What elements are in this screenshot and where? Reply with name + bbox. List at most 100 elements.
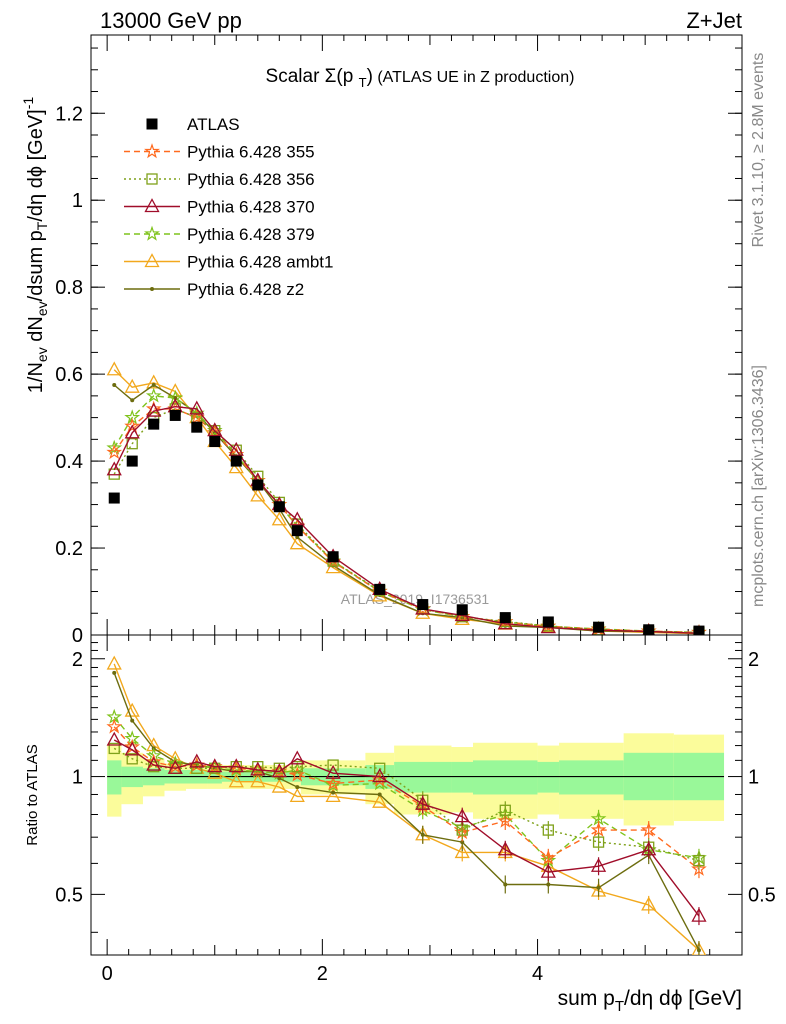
ratio-series-pythia-6-428-370 bbox=[106, 731, 707, 926]
x-tick-label: 4 bbox=[532, 963, 543, 985]
legend-label: Pythia 6.428 z2 bbox=[187, 280, 304, 299]
ratio-point bbox=[641, 841, 657, 856]
ratio-point bbox=[691, 941, 707, 955]
rivet-side-text: Rivet 3.1.10, ≥ 2.8M events bbox=[750, 53, 767, 248]
legend-label: Pythia 6.428 ambt1 bbox=[187, 253, 333, 272]
x-tick-label: 0 bbox=[102, 963, 113, 985]
data-point bbox=[228, 441, 244, 456]
data-point bbox=[106, 439, 123, 455]
ratio-point bbox=[277, 776, 282, 781]
data-point bbox=[124, 424, 140, 439]
mcplots-side-text: mcplots.cern.ch [arXiv:1306.3436] bbox=[750, 365, 767, 607]
data-point bbox=[456, 604, 468, 616]
ratio-point bbox=[207, 758, 223, 773]
data-point bbox=[124, 378, 140, 393]
data-point bbox=[191, 421, 203, 433]
ratio-series bbox=[106, 655, 707, 955]
data-point bbox=[542, 616, 554, 628]
y-axis-label: 1/Nev dNev/dsum pT/dη dϕ [GeV]-1 bbox=[20, 97, 50, 394]
data-point bbox=[693, 625, 705, 635]
ratio-point bbox=[325, 775, 342, 791]
ratio-y-tick-label-right: 1 bbox=[748, 767, 759, 789]
ratio-point bbox=[540, 849, 557, 865]
header-left: 13000 GeV pp bbox=[100, 8, 242, 33]
data-point bbox=[295, 535, 300, 540]
data-point bbox=[499, 612, 511, 624]
ratio-point bbox=[271, 763, 287, 778]
ratio-y-tick-label: 0.5 bbox=[55, 884, 83, 906]
data-point bbox=[593, 621, 605, 633]
data-point bbox=[207, 422, 223, 437]
band-inner bbox=[451, 761, 473, 793]
ratio-panel-frame bbox=[90, 634, 743, 956]
y-tick-label: 1 bbox=[72, 190, 83, 212]
data-point bbox=[124, 417, 141, 434]
ratio-y-axis-label: Ratio to ATLAS bbox=[24, 744, 41, 845]
ratio-point bbox=[696, 948, 701, 953]
ratio-point bbox=[325, 764, 341, 779]
legend: ATLAS Pythia 6.428 355 Pythia 6.428 356 Pyt… bbox=[124, 115, 333, 299]
x-tick-label: 2 bbox=[317, 963, 328, 985]
data-point bbox=[112, 383, 117, 387]
ratio-point bbox=[289, 766, 306, 782]
data-point bbox=[228, 459, 244, 474]
data-point bbox=[273, 501, 285, 513]
data-point bbox=[374, 583, 386, 595]
ratio-point bbox=[503, 882, 508, 887]
ratio-point bbox=[271, 778, 287, 793]
ratio-y-tick-label-right: 2 bbox=[748, 649, 759, 671]
data-point bbox=[209, 436, 221, 448]
ratio-point bbox=[542, 824, 554, 836]
ratio-point bbox=[497, 812, 514, 828]
ratio-point bbox=[126, 753, 138, 765]
data-point bbox=[169, 409, 181, 421]
series-atlas bbox=[108, 409, 705, 635]
ratio-point bbox=[590, 857, 607, 872]
ratio-point bbox=[250, 773, 266, 788]
data-point bbox=[108, 492, 120, 504]
data-point bbox=[108, 468, 120, 480]
legend-label: Pythia 6.428 356 bbox=[187, 170, 315, 189]
ratio-point bbox=[130, 718, 135, 723]
ratio-point bbox=[289, 788, 305, 803]
ratio-point bbox=[592, 836, 605, 848]
ratio-point bbox=[641, 896, 657, 911]
data-point bbox=[289, 535, 305, 550]
band-inner bbox=[394, 761, 452, 793]
ratio-point bbox=[546, 882, 551, 887]
ratio-point bbox=[191, 762, 203, 774]
legend-marker bbox=[150, 287, 154, 291]
x-axis-label: sum pT/dη dϕ [GeV] bbox=[558, 987, 742, 1015]
y-tick-label: 1.2 bbox=[55, 103, 83, 125]
legend-marker bbox=[144, 253, 160, 268]
main-panel: 00.20.40.60.811.2 ATLAS_2019_I1736531 Sc… bbox=[20, 34, 743, 647]
band-inner bbox=[107, 760, 122, 795]
data-point bbox=[291, 525, 303, 537]
legend-label: Pythia 6.428 370 bbox=[187, 198, 315, 217]
ratio-point bbox=[189, 753, 205, 768]
ratio-point bbox=[691, 907, 707, 922]
legend-marker bbox=[144, 143, 160, 159]
y-tick-label: 0.4 bbox=[55, 451, 83, 473]
chart-title: Scalar Σ(p T) (ATLAS UE in Z production) bbox=[266, 66, 575, 90]
ratio-point bbox=[325, 788, 341, 803]
ratio-point bbox=[372, 793, 388, 808]
data-point bbox=[145, 387, 162, 403]
data-point bbox=[289, 511, 305, 526]
legend-label: Pythia 6.428 379 bbox=[187, 225, 315, 244]
y-tick-label: 0.6 bbox=[55, 364, 83, 386]
data-point bbox=[130, 398, 135, 403]
ratio-y-tick-label: 2 bbox=[72, 649, 83, 671]
ratio-point bbox=[250, 761, 266, 776]
y-tick-label: 0.2 bbox=[55, 538, 83, 560]
main-axes: 0 0.2 0.4 0.6 0.8 1 1.2 bbox=[55, 35, 742, 647]
data-point bbox=[643, 624, 655, 635]
ratio-point bbox=[106, 731, 122, 746]
data-point bbox=[126, 455, 138, 467]
data-point bbox=[327, 551, 339, 563]
ratio-uncertainty-bands bbox=[107, 733, 725, 826]
ratio-point bbox=[596, 885, 601, 890]
ratio-point bbox=[540, 863, 556, 878]
ratio-panel: 0.5 0.5 1 1 2 2 0 2 4 Ratio to ATLAS sum pT/dη d… bbox=[24, 634, 776, 1015]
ratio-point bbox=[454, 808, 470, 823]
